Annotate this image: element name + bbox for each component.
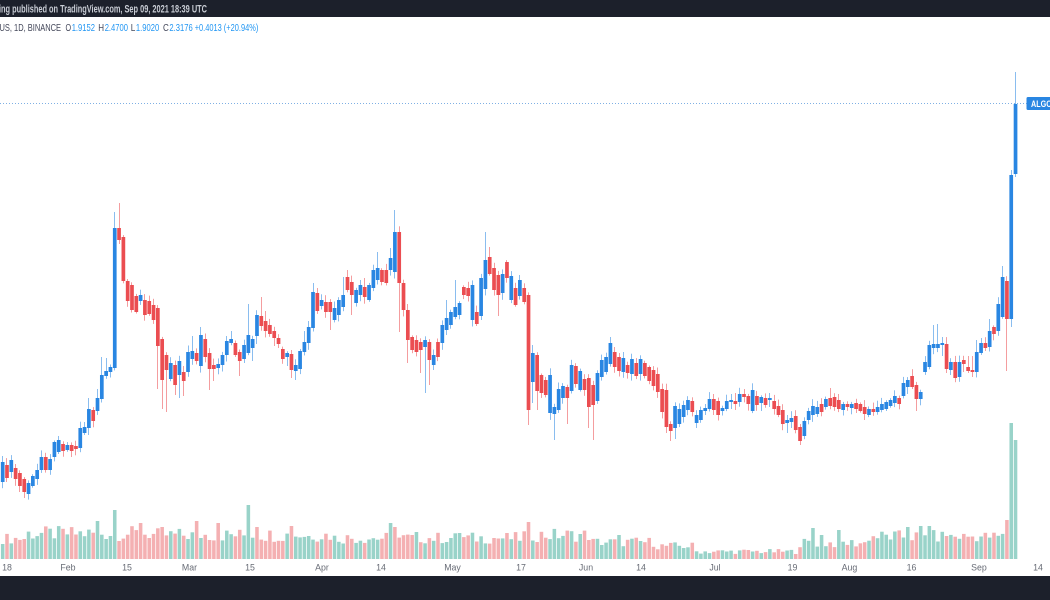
svg-text:Jul: Jul — [709, 563, 720, 573]
svg-text:Feb: Feb — [60, 563, 75, 573]
svg-text:2.4700: 2.4700 — [105, 23, 128, 34]
svg-text:15: 15 — [245, 563, 255, 573]
svg-text:Apr: Apr — [315, 563, 329, 573]
svg-text:1.9020: 1.9020 — [136, 23, 159, 34]
svg-text:ing published on TradingView.c: ing published on TradingView.com, Sep 09… — [0, 4, 207, 16]
svg-text:14: 14 — [636, 563, 646, 573]
svg-text:17: 17 — [516, 563, 526, 573]
svg-text:H: H — [98, 23, 104, 34]
svg-text:1.9152: 1.9152 — [72, 23, 95, 34]
svg-text:Mar: Mar — [182, 563, 197, 573]
svg-text:May: May — [444, 563, 461, 573]
svg-text:ALGOU: ALGOU — [1031, 99, 1050, 109]
svg-text:16: 16 — [907, 563, 917, 573]
svg-text:Aug: Aug — [842, 563, 858, 573]
svg-text:14: 14 — [376, 563, 386, 573]
svg-text:L: L — [131, 23, 136, 34]
svg-text:2.3176: 2.3176 — [169, 23, 192, 34]
svg-text:Sep: Sep — [971, 563, 987, 573]
svg-text:15: 15 — [122, 563, 132, 573]
svg-text:O: O — [66, 23, 72, 34]
svg-text:14: 14 — [1033, 563, 1043, 573]
svg-text:rUS, 1D, BINANCE: rUS, 1D, BINANCE — [0, 23, 61, 34]
svg-text:+0.4013 (+20.94%): +0.4013 (+20.94%) — [195, 23, 259, 34]
svg-text:18: 18 — [2, 563, 12, 573]
svg-text:C: C — [163, 23, 169, 34]
svg-text:Jun: Jun — [579, 563, 593, 573]
svg-text:19: 19 — [788, 563, 798, 573]
